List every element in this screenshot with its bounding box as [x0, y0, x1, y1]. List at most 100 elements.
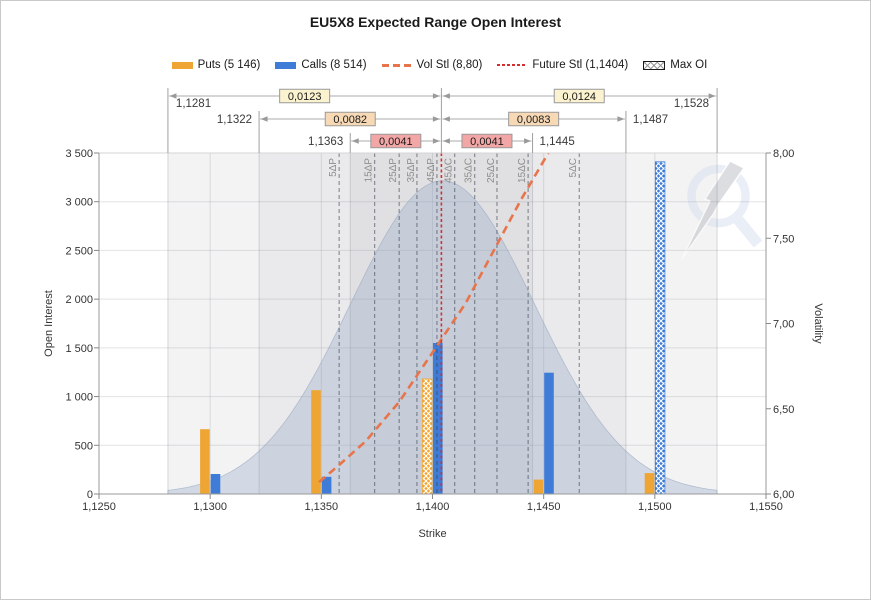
range-bound-label: 1,1281	[176, 98, 211, 110]
range-bound-label: 1,1487	[633, 114, 668, 126]
y-left-tick-label: 0	[87, 489, 93, 501]
range-width-label: 0,0123	[288, 91, 322, 103]
chart-legend: Puts (5 146) Calls (8 514) Vol Stl (8,80…	[5, 56, 870, 74]
range-bound-label: 1,1363	[308, 136, 343, 148]
arrowhead-icon	[681, 160, 745, 260]
range-width-box-1-right	[461, 133, 513, 149]
delta-line-label: 45ΔC	[444, 158, 455, 183]
delta-line-label: 5ΔP	[328, 158, 339, 177]
delta-line-label: 45ΔP	[426, 158, 437, 183]
arrowhead-icon	[432, 138, 440, 144]
vol-stl-curve	[318, 153, 550, 484]
legend-item-calls: Calls (8 514)	[275, 59, 367, 71]
y-left-tick-label: 2 000	[65, 294, 93, 306]
call-bar	[433, 343, 443, 494]
arrowhead-icon	[442, 93, 450, 99]
arrowhead-icon	[524, 138, 532, 144]
y-left-tick-label: 500	[75, 440, 93, 452]
range-width-box-2-right	[508, 111, 560, 127]
expected-range-annotation: 0,0123 0,0124 1,1281 1,1528 0,0082 0,0083 1,13…	[167, 88, 718, 153]
range-bound-label: 1,1528	[674, 98, 709, 110]
delta-line-label: 35ΔP	[406, 158, 417, 183]
arrowhead-icon	[432, 93, 440, 99]
arrowhead-icon	[260, 116, 268, 122]
arrowhead-icon	[617, 116, 625, 122]
arrowhead-icon	[351, 138, 359, 144]
y-left-tick-label: 1 500	[65, 343, 93, 355]
legend-label-puts: Puts (5 146)	[197, 59, 261, 71]
call-bar	[210, 474, 221, 494]
range-width-label: 0,0041	[470, 136, 504, 148]
delta-lines: 5ΔP 15ΔP 25ΔP 35ΔP 45ΔP 45ΔC 35ΔC 25ΔC 15ΔC 5ΔC	[328, 153, 580, 494]
vol-stl-dash-icon	[381, 63, 412, 67]
bell-curve	[167, 180, 718, 495]
put-bar	[644, 473, 655, 494]
range-width-box-3-right	[553, 88, 605, 104]
y-left-tick-label: 2 500	[65, 245, 93, 257]
arrowhead-icon	[432, 116, 440, 122]
max-oi-hatch-icon	[643, 60, 666, 70]
arrowhead-icon	[442, 116, 450, 122]
x-tick-label: 1,1550	[749, 501, 783, 513]
chart-line	[731, 213, 763, 248]
x-tick-label: 1,1300	[193, 501, 227, 513]
x-axis-title: Strike	[418, 528, 446, 540]
y-right-tick-label: 6,50	[773, 404, 794, 416]
range-width-label: 0,0124	[562, 91, 596, 103]
arrowhead-icon	[708, 93, 716, 99]
y-left-tick-label: 1 000	[65, 392, 93, 404]
range-width-label: 0,0082	[333, 114, 367, 126]
put-bar	[311, 390, 321, 494]
legend-item-puts: Puts (5 146)	[171, 59, 261, 71]
delta-line-label: 25ΔC	[486, 158, 497, 183]
axes: 0 500 1 000 1 500 2 000 2 500 3 000 3 500 6,00 6,…	[43, 148, 824, 540]
call-bar	[544, 372, 554, 494]
future-stl-dot-icon	[497, 64, 528, 66]
range-width-box-2-left	[324, 111, 376, 127]
chart-circle	[687, 164, 750, 228]
y-right-tick-label: 7,00	[773, 319, 794, 331]
y-left-axis-title: Open Interest	[43, 290, 55, 357]
y-right-tick-label: 8,00	[773, 148, 794, 160]
x-tick-label: 1,1350	[305, 501, 339, 513]
y-left-tick-label: 3 000	[65, 197, 93, 209]
x-tick-label: 1,1500	[638, 501, 672, 513]
delta-line-label: 15ΔC	[517, 158, 528, 183]
delta-line-label: 25ΔP	[388, 158, 399, 183]
legend-item-volstl: Vol Stl (8,80)	[381, 59, 483, 71]
legend-label-futurestl: Future Stl (1,1404)	[532, 59, 629, 71]
legend-label-volstl: Vol Stl (8,80)	[416, 59, 483, 71]
delta-line-label: 35ΔC	[464, 158, 475, 183]
put-bar-max-oi	[421, 378, 433, 495]
call-bar-max-oi	[654, 161, 666, 495]
y-right-tick-label: 7,50	[773, 233, 794, 245]
legend-item-futurestl: Future Stl (1,1404)	[497, 59, 628, 71]
x-tick-label: 1,1450	[527, 501, 561, 513]
calls-swatch-icon	[275, 61, 297, 69]
put-bar	[200, 429, 210, 494]
range-width-label: 0,0083	[517, 114, 551, 126]
y-left-tick-label: 3 500	[65, 148, 93, 160]
logo-watermark-icon	[681, 160, 763, 260]
arrowhead-icon	[442, 138, 450, 144]
range-bound-label: 1,1445	[540, 136, 575, 148]
oi-bars	[200, 161, 666, 495]
legend-label-maxoi: Max OI	[670, 59, 708, 71]
call-bar	[321, 476, 332, 494]
y-right-tick-label: 6,00	[773, 489, 794, 501]
range-width-box-1-left	[370, 133, 422, 149]
range-width-box-3-left	[279, 88, 331, 104]
range-bound-label: 1,1322	[217, 114, 252, 126]
delta-line-label: 5ΔC	[568, 158, 579, 177]
x-tick-label: 1,1250	[82, 501, 116, 513]
x-tick-label: 1,1400	[416, 501, 450, 513]
y-right-axis-title: Volatility	[812, 303, 824, 344]
put-bar	[533, 479, 544, 494]
arrowhead-icon	[169, 93, 177, 99]
range-width-label: 0,0041	[379, 136, 413, 148]
puts-swatch-icon	[171, 61, 193, 69]
chart-title: EU5X8 Expected Range Open Interest	[309, 14, 562, 30]
delta-line-label: 15ΔP	[364, 158, 375, 183]
